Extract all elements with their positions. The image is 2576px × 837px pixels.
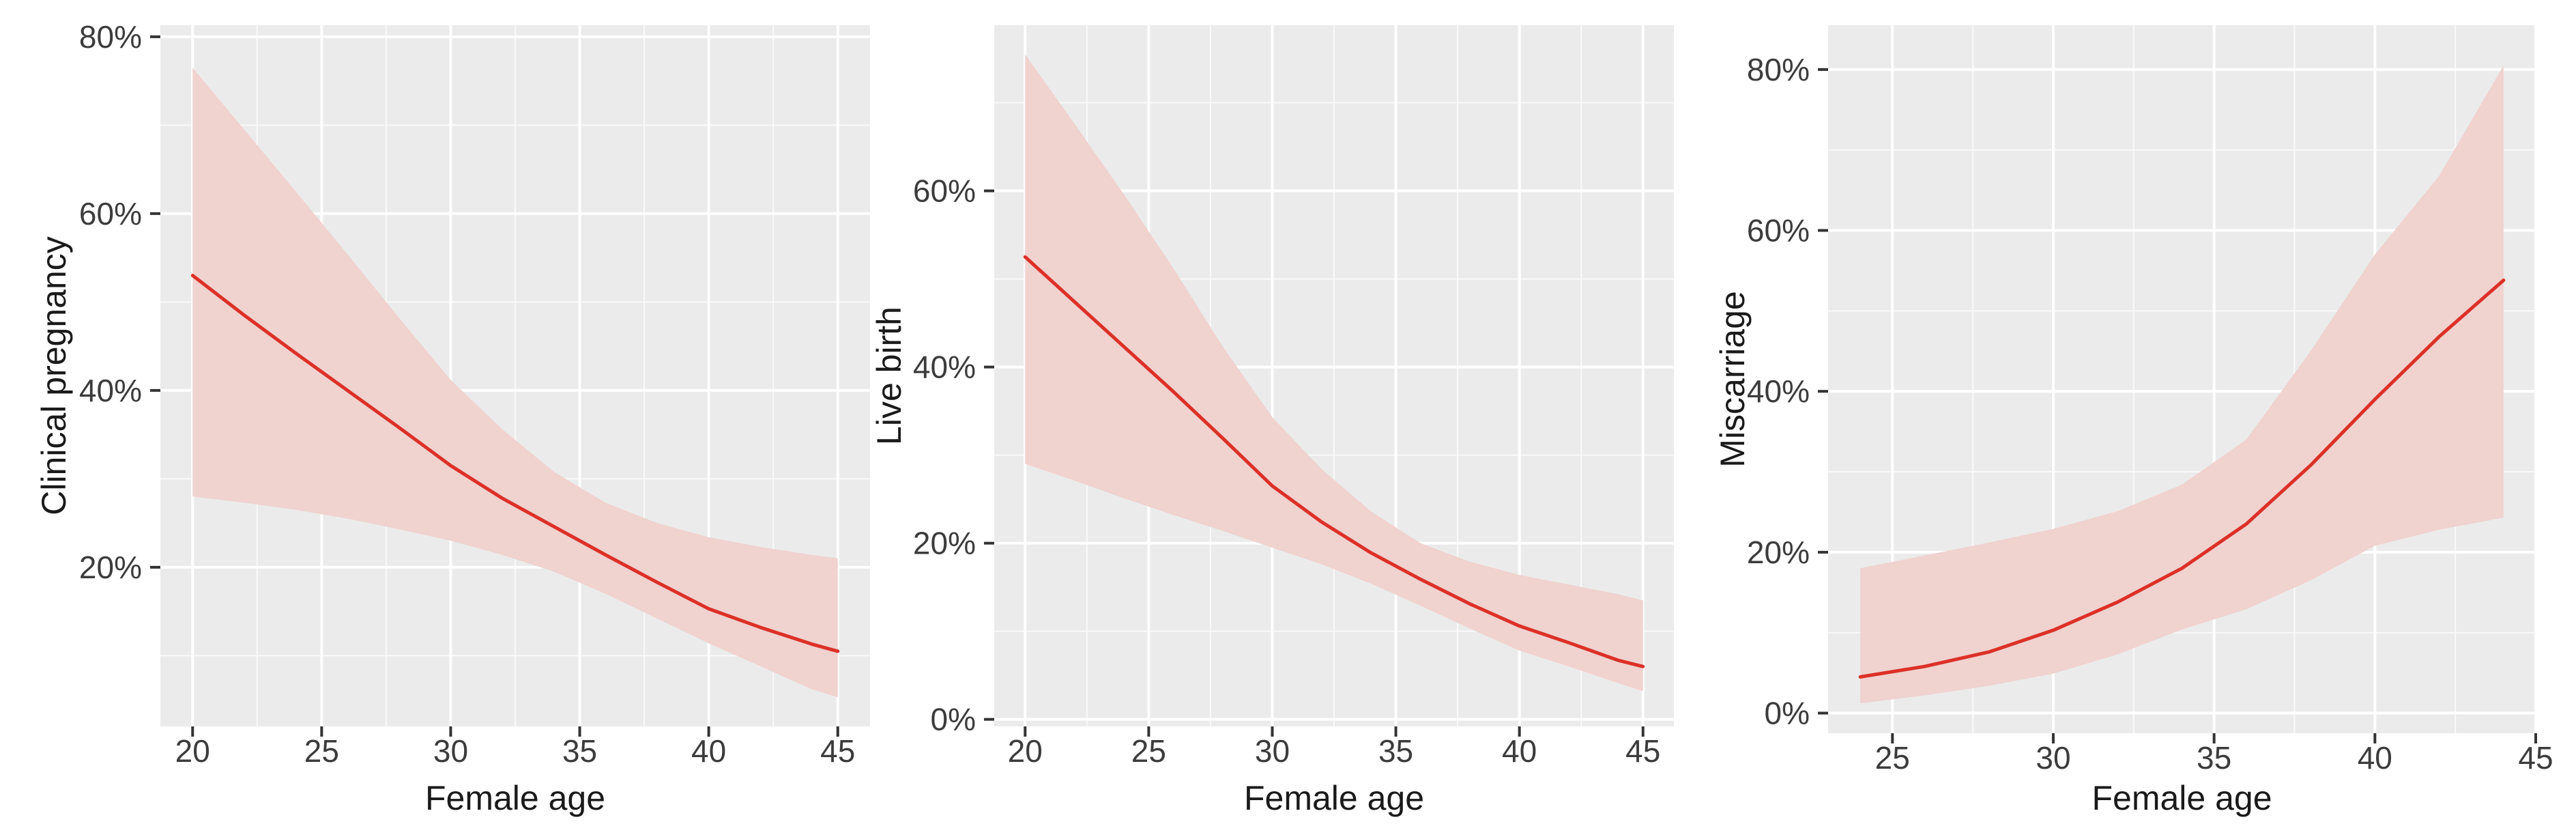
- x-tick-label: 40: [691, 733, 726, 769]
- x-axis-tick-labels: 20 25 30 35 40 45: [1008, 733, 1661, 769]
- y-axis-label: Live birth: [870, 307, 908, 445]
- y-tick-label: 40%: [913, 350, 976, 385]
- y-axis-label: Miscarriage: [1713, 291, 1752, 467]
- x-tick-label: 45: [820, 733, 855, 769]
- x-tick-label: 35: [562, 733, 597, 769]
- x-tick-label: 20: [175, 733, 210, 769]
- y-axis-tick-labels: 0% 20% 40% 60% 80%: [1747, 52, 1810, 731]
- x-tick-label: 35: [1378, 733, 1413, 769]
- x-axis-label: Female age: [2092, 779, 2272, 817]
- x-tick-label: 30: [1255, 733, 1290, 769]
- y-tick-label: 80%: [79, 19, 142, 55]
- y-tick-label: 20%: [913, 526, 976, 561]
- x-tick-label: 25: [1131, 733, 1166, 769]
- y-tick-label: 20%: [79, 550, 142, 585]
- axis-tick-marks: [984, 189, 1645, 737]
- y-tick-label: 20%: [1747, 535, 1810, 570]
- x-tick-label: 45: [2518, 740, 2553, 776]
- trend-line: [1858, 279, 2506, 679]
- y-axis-tick-labels: 20% 40% 60% 80%: [79, 19, 142, 585]
- y-tick-label: 0%: [1765, 696, 1810, 731]
- x-tick-label: 20: [1008, 733, 1043, 769]
- y-tick-label: 40%: [1747, 373, 1810, 409]
- y-tick-label: 40%: [79, 373, 142, 408]
- chart-live-birth: 20 25 30 35 40 45 0% 20% 40% 60% Female age Live bi…: [870, 25, 1674, 817]
- y-tick-label: 60%: [79, 196, 142, 231]
- x-tick-label: 25: [1875, 740, 1910, 776]
- x-axis-label: Female age: [1244, 779, 1424, 817]
- x-axis-label: Female age: [425, 779, 605, 817]
- x-tick-label: 40: [2358, 740, 2392, 776]
- x-axis-tick-labels: 20 25 30 35 40 45: [175, 733, 856, 769]
- axis-tick-marks: [150, 35, 839, 737]
- axis-tick-marks: [1818, 68, 2537, 743]
- y-tick-label: 60%: [913, 173, 976, 209]
- y-tick-label: 80%: [1747, 52, 1810, 87]
- y-axis-tick-labels: 0% 20% 40% 60%: [913, 173, 976, 737]
- y-tick-label: 60%: [1747, 212, 1810, 248]
- confidence-ribbon: [1025, 54, 1643, 692]
- x-tick-label: 40: [1502, 733, 1537, 769]
- trend-line: [1023, 255, 1645, 668]
- x-tick-label: 45: [1625, 733, 1660, 769]
- confidence-ribbon: [192, 68, 838, 698]
- x-tick-label: 30: [433, 733, 468, 769]
- y-tick-label: 0%: [931, 702, 976, 737]
- chart-clinical-pregnancy: 20 25 30 35 40 45 20% 40% 60% 80% Female age Clinic…: [35, 19, 870, 817]
- x-tick-label: 30: [2036, 740, 2070, 776]
- confidence-ribbon: [1860, 65, 2504, 704]
- x-tick-label: 25: [304, 733, 339, 769]
- x-axis-tick-labels: 25 30 35 40 45: [1875, 740, 2553, 776]
- x-tick-label: 35: [2197, 740, 2231, 776]
- chart-miscarriage: 25 30 35 40 45 0% 20% 40% 60% 80% Female age Miscar…: [1713, 25, 2553, 817]
- y-axis-label: Clinical pregnancy: [35, 236, 73, 515]
- trend-line: [190, 274, 840, 653]
